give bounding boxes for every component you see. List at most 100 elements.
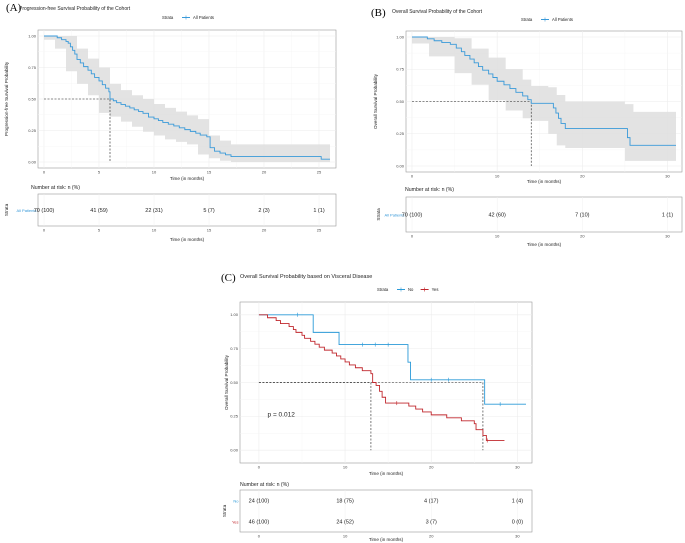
risk-x-tick-label: 20 — [580, 234, 585, 239]
risk-cell: 3 (7) — [426, 520, 437, 526]
risk-x-axis-label: Time (in months) — [170, 237, 205, 242]
risk-x-tick-label: 10 — [343, 534, 348, 539]
risk-x-tick-label: 20 — [429, 534, 434, 539]
risk-row-label-all-patients: All Patients — [384, 213, 404, 218]
risk-cell: 2 (3) — [258, 208, 269, 214]
legend-label-all-patients: All Patients — [552, 17, 573, 22]
chart-title: Overall Survival Probability based on Vi… — [240, 274, 372, 280]
risk-x-tick-label: 0 — [258, 534, 261, 539]
y-tick-label: 0.50 — [396, 99, 405, 104]
y-tick-label: 1.00 — [396, 34, 405, 39]
x-axis-label: Time (in months) — [170, 176, 205, 181]
x-tick-label: 0 — [43, 170, 46, 175]
y-tick-label: 0.00 — [28, 159, 37, 164]
y-axis-label: Progression-free Survival Probability — [4, 61, 9, 136]
x-axis-label: Time (in months) — [369, 471, 404, 476]
risk-x-axis-label: Time (in months) — [369, 537, 404, 542]
x-tick-label: 15 — [207, 170, 212, 175]
x-tick-label: 10 — [152, 170, 157, 175]
y-tick-label: 1.00 — [230, 312, 239, 317]
risk-x-tick-label: 25 — [317, 228, 322, 233]
risk-table-area — [405, 196, 683, 233]
y-axis-label: Overall Survival Probability — [373, 73, 378, 129]
risk-cell: 41 (59) — [90, 208, 108, 214]
risk-cell: 18 (75) — [336, 499, 354, 505]
y-tick-label: 0.25 — [230, 414, 239, 419]
x-tick-label: 10 — [495, 174, 500, 179]
risk-x-tick-label: 5 — [98, 228, 101, 233]
survival-curve-no — [258, 314, 526, 405]
y-tick-label: 0.25 — [28, 128, 37, 133]
x-tick-label: 25 — [317, 170, 322, 175]
x-tick-label: 0 — [411, 174, 414, 179]
y-tick-label: 0.50 — [230, 380, 239, 385]
legend: Strata All Patients — [521, 17, 573, 22]
median-line — [258, 382, 484, 451]
legend: Strata No Yes — [377, 287, 438, 292]
survival-curve-yes — [258, 314, 505, 441]
y-tick-label: 0.00 — [230, 448, 239, 453]
risk-x-tick-label: 10 — [152, 228, 157, 233]
legend-title: Strata — [377, 287, 389, 292]
y-tick-label: 0.50 — [28, 96, 37, 101]
y-tick-label: 0.75 — [28, 65, 37, 70]
x-tick-label: 30 — [665, 174, 670, 179]
risk-x-tick-label: 15 — [207, 228, 212, 233]
risk-strata-label: Strata — [222, 504, 227, 517]
y-tick-label: 0.25 — [396, 131, 405, 136]
risk-cell: 1 (1) — [662, 213, 673, 219]
risk-x-tick-label: 30 — [515, 534, 520, 539]
median-line — [258, 382, 372, 451]
risk-row-label-yes: Yes — [232, 520, 239, 525]
risk-table-title: Number at risk: n (%) — [31, 185, 80, 191]
risk-cell: 42 (60) — [488, 213, 506, 219]
panel-label-c: (C) — [221, 272, 236, 284]
risk-strata-label: Strata — [4, 203, 9, 216]
risk-cell: 22 (31) — [145, 208, 163, 214]
risk-cell: 24 (100) — [249, 499, 270, 505]
x-tick-label: 30 — [515, 465, 520, 470]
legend: Strata All Patients — [162, 15, 214, 20]
y-tick-label: 0.75 — [396, 67, 405, 72]
panel-b: Overall Survival Probability of the Coho… — [373, 9, 683, 247]
chart-title: Progression-free Survival Probability of… — [19, 6, 131, 12]
risk-cell: 46 (100) — [249, 520, 270, 526]
legend-title: Strata — [521, 17, 533, 22]
panel-c: Overall Survival Probability based on Vi… — [222, 274, 533, 542]
y-axis-label: Overall Survival Probability — [224, 354, 229, 410]
y-tick-label: 0.75 — [230, 346, 239, 351]
risk-table-title: Number at risk: n (%) — [240, 482, 289, 488]
median-line — [44, 98, 111, 162]
y-tick-label: 0.00 — [396, 163, 405, 168]
legend-label-yes: Yes — [432, 287, 439, 292]
risk-cell: 7 (10) — [575, 213, 590, 219]
risk-cell: 70 (100) — [402, 213, 423, 219]
x-tick-label: 0 — [258, 465, 261, 470]
risk-x-tick-label: 30 — [665, 234, 670, 239]
survival-curve-all-patients — [412, 36, 676, 146]
risk-table-area — [239, 489, 533, 533]
chart-title: Overall Survival Probability of the Coho… — [392, 9, 483, 15]
x-tick-label: 20 — [580, 174, 585, 179]
risk-cell: 1 (4) — [512, 499, 523, 505]
risk-x-tick-label: 0 — [43, 228, 46, 233]
risk-cell: 70 (100) — [34, 208, 55, 214]
panel-label-a: (A) — [6, 2, 22, 14]
risk-x-tick-label: 10 — [495, 234, 500, 239]
risk-cell: 1 (1) — [313, 208, 324, 214]
panel-label-b: (B) — [371, 7, 386, 19]
legend-title: Strata — [162, 15, 174, 20]
x-tick-label: 5 — [98, 170, 101, 175]
x-axis-label: Time (in months) — [527, 179, 562, 184]
risk-x-tick-label: 0 — [411, 234, 414, 239]
risk-strata-label: Strata — [376, 208, 381, 221]
risk-x-axis-label: Time (in months) — [527, 242, 562, 247]
risk-row-label-no: No — [233, 499, 239, 504]
confidence-band — [412, 37, 676, 161]
risk-table-title: Number at risk: n (%) — [405, 187, 454, 193]
risk-cell: 5 (7) — [203, 208, 214, 214]
panel-a: Progression-free Survival Probability of… — [4, 6, 337, 242]
p-value-annotation: p = 0.012 — [268, 411, 296, 418]
risk-row-label-all-patients: All Patients — [16, 208, 36, 213]
